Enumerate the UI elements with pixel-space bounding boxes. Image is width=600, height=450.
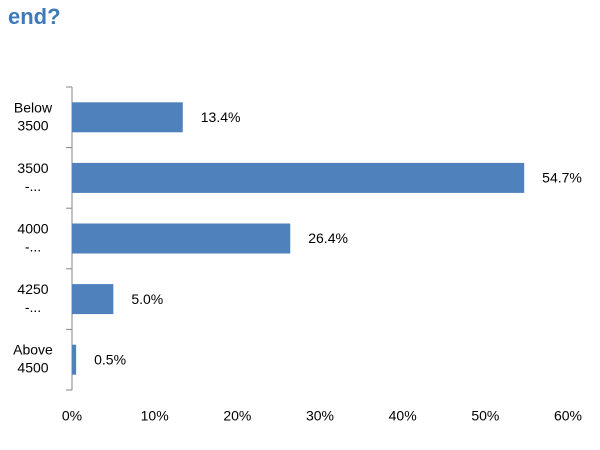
- bar: [72, 162, 525, 193]
- data-label: 5.0%: [131, 291, 163, 307]
- y-tick-label-line: -...: [25, 299, 41, 315]
- x-tick-label: 30%: [306, 408, 334, 424]
- y-tick-label-line: Above: [13, 341, 53, 357]
- y-tick-label: 4250 -...: [17, 281, 48, 315]
- x-tick-label: 50%: [471, 408, 499, 424]
- x-tick-label: 0%: [62, 408, 82, 424]
- bar: [72, 223, 291, 254]
- x-tick-label: 10%: [141, 408, 169, 424]
- x-tick-label: 60%: [554, 408, 582, 424]
- y-tick-label-line: 3500: [17, 117, 48, 133]
- y-tick-label: Below 3500: [14, 99, 53, 133]
- y-tick-label-line: 4500: [17, 359, 48, 375]
- data-label: 13.4%: [201, 109, 241, 125]
- bar: [72, 284, 114, 315]
- x-tick-label: 20%: [223, 408, 251, 424]
- chart-title: end?: [8, 4, 61, 29]
- y-tick-label: 4000 -...: [17, 220, 48, 254]
- bar: [72, 344, 77, 375]
- x-tick-label: 40%: [389, 408, 417, 424]
- y-tick-label: 3500 -...: [17, 160, 48, 194]
- y-tick-label: Above 4500: [13, 341, 53, 375]
- y-tick-label-line: 4000: [17, 220, 48, 236]
- data-label: 0.5%: [94, 351, 126, 367]
- y-tick-label-line: 4250: [17, 281, 48, 297]
- bar: [72, 102, 183, 133]
- y-tick-label-line: Below: [14, 99, 53, 115]
- data-label: 54.7%: [542, 170, 582, 186]
- data-label: 26.4%: [308, 230, 348, 246]
- y-tick-label-line: -...: [25, 238, 41, 254]
- y-tick-label-line: -...: [25, 178, 41, 194]
- y-tick-label-line: 3500: [17, 160, 48, 176]
